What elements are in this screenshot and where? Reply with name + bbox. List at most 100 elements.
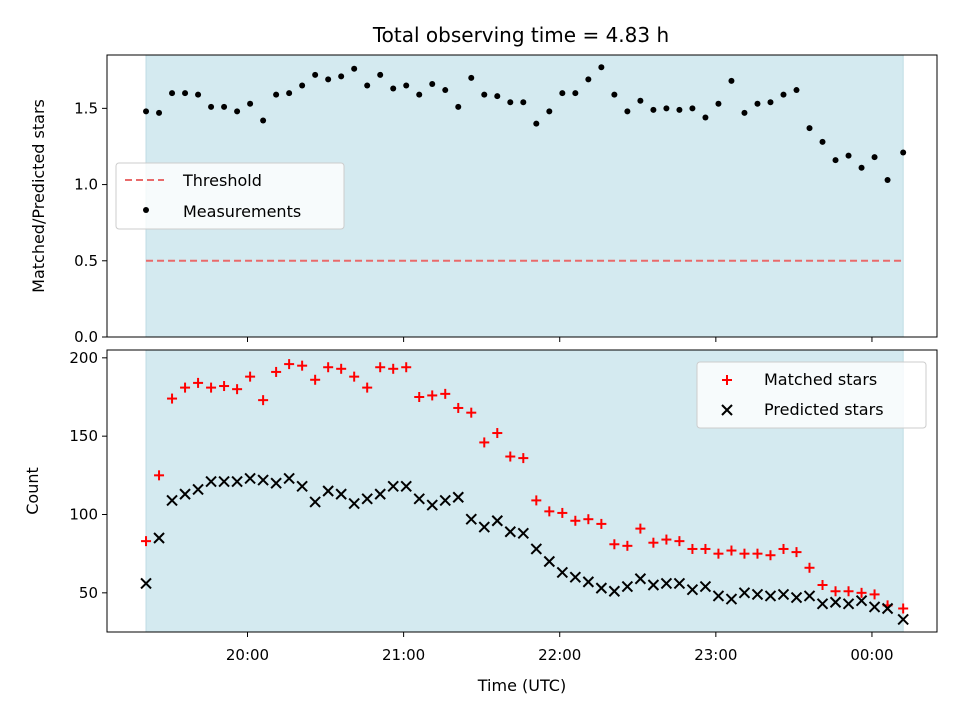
predicted-star-point xyxy=(374,488,386,500)
matched-star-point xyxy=(466,407,477,418)
predicted-star-point xyxy=(192,483,204,496)
matched-star-point xyxy=(739,548,750,559)
predicted-star-point xyxy=(504,526,516,538)
predicted-star-point xyxy=(829,596,842,608)
measurement-point xyxy=(728,77,735,84)
predicted-star-point xyxy=(296,480,308,493)
predicted-star-point xyxy=(335,488,347,500)
predicted-star-point xyxy=(491,515,503,527)
matched-star-point xyxy=(453,402,464,413)
measurement-point xyxy=(442,87,449,94)
matched-star-point xyxy=(752,548,763,559)
matched-star-point xyxy=(869,589,880,600)
predicted-star-point xyxy=(361,493,373,505)
bottom-y-axis-label: Count xyxy=(23,467,42,515)
measurement-point xyxy=(650,106,657,113)
bottom-ytick-label: 200 xyxy=(69,349,98,367)
measurement-point xyxy=(598,64,605,71)
matched-star-point xyxy=(271,366,282,377)
matched-star-point xyxy=(310,374,321,385)
matched-star-point xyxy=(583,514,594,525)
predicted-star-point xyxy=(439,494,451,507)
bottom-legend: Matched stars Predicted stars xyxy=(696,361,927,429)
measurement-point xyxy=(546,108,553,115)
predicted-star-point xyxy=(855,594,868,607)
predicted-star-point xyxy=(673,577,686,590)
predicted-star-point xyxy=(725,593,738,605)
matched-star-point xyxy=(284,359,295,370)
measurement-point xyxy=(611,91,618,98)
predicted-star-point xyxy=(530,543,543,555)
predicted-star-point xyxy=(153,532,165,544)
matched-stars-points xyxy=(141,359,909,614)
matched-star-point xyxy=(258,395,269,406)
bottom-ytick-label: 150 xyxy=(69,427,98,445)
predicted-stars-points xyxy=(140,472,909,626)
xtick-label: 22:00 xyxy=(538,646,581,664)
matched-star-point xyxy=(700,543,711,554)
predicted-star-point xyxy=(868,601,881,613)
matched-star-point xyxy=(661,534,672,545)
predicted-star-point xyxy=(166,494,178,507)
predicted-star-point xyxy=(660,577,673,590)
legend-box xyxy=(696,361,927,429)
predicted-star-point xyxy=(231,475,243,488)
predicted-star-point xyxy=(257,474,269,486)
predicted-star-point xyxy=(205,475,217,488)
measurement-point xyxy=(494,93,501,100)
predicted-star-point xyxy=(244,472,256,485)
matched-star-point xyxy=(492,428,503,439)
measurement-point xyxy=(299,82,306,89)
matched-star-point xyxy=(622,540,633,551)
matched-star-point xyxy=(804,562,815,573)
matched-star-point xyxy=(713,548,724,559)
xtick-label: 21:00 xyxy=(382,646,425,664)
matched-star-point xyxy=(336,363,347,374)
measurement-point xyxy=(884,176,891,183)
legend-box xyxy=(115,162,345,230)
xtick-label: 20:00 xyxy=(226,646,269,664)
legend-matched-swatch xyxy=(722,375,732,385)
predicted-star-point xyxy=(322,485,334,497)
matched-star-point xyxy=(518,453,529,464)
measurement-point xyxy=(221,103,228,110)
legend-measurement-label: Measurements xyxy=(183,202,301,221)
matched-star-point xyxy=(898,603,909,614)
measurement-point xyxy=(507,99,514,106)
measurement-point xyxy=(234,108,241,115)
measurement-point xyxy=(195,91,202,98)
measurement-point xyxy=(273,91,280,98)
predicted-star-point xyxy=(816,598,829,610)
measurement-point xyxy=(832,157,839,164)
measurement-point xyxy=(533,120,540,127)
measurement-point xyxy=(585,76,592,83)
measurement-point xyxy=(351,65,358,72)
matched-star-point xyxy=(596,518,607,529)
measurement-point xyxy=(468,74,475,81)
measurement-point xyxy=(338,73,345,80)
measurement-point xyxy=(754,100,761,107)
measurement-point xyxy=(247,100,254,107)
top-y-axis-label: Matched/Predicted stars xyxy=(29,99,48,293)
top-ytick-label: 0.0 xyxy=(74,328,98,346)
measurement-point xyxy=(169,90,176,97)
matched-star-point xyxy=(830,586,841,597)
measurement-point xyxy=(390,85,397,92)
top-legend: Threshold Measurements xyxy=(115,162,345,230)
matched-star-point xyxy=(856,587,867,598)
matched-star-point xyxy=(440,388,451,399)
measurement-point xyxy=(806,125,813,132)
matched-star-point xyxy=(817,580,828,590)
bottom-panel-frame xyxy=(106,349,938,633)
measurement-point xyxy=(559,90,566,97)
xtick-label: 00:00 xyxy=(850,646,893,664)
matched-star-point xyxy=(141,536,152,547)
predicted-star-point xyxy=(803,590,816,602)
matched-star-point xyxy=(791,547,802,558)
matched-star-point xyxy=(687,543,698,554)
measurement-point xyxy=(793,87,800,94)
predicted-star-point xyxy=(647,579,660,591)
measurement-point xyxy=(900,149,907,156)
measurement-point xyxy=(416,91,423,98)
matched-star-point xyxy=(544,506,555,517)
